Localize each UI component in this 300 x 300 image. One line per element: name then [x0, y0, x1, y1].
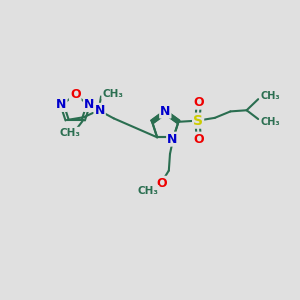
Text: O: O — [70, 88, 80, 101]
Text: N: N — [167, 133, 178, 146]
Text: N: N — [94, 104, 105, 117]
Text: CH₃: CH₃ — [137, 186, 158, 196]
Text: S: S — [193, 114, 203, 128]
Text: N: N — [84, 98, 94, 111]
Text: O: O — [193, 96, 204, 109]
Text: N: N — [160, 105, 170, 118]
Text: CH₃: CH₃ — [60, 128, 81, 138]
Text: O: O — [193, 133, 204, 146]
Text: CH₃: CH₃ — [260, 117, 280, 127]
Text: N: N — [56, 98, 67, 111]
Text: O: O — [156, 177, 167, 190]
Text: CH₃: CH₃ — [102, 88, 123, 99]
Text: CH₃: CH₃ — [260, 92, 280, 101]
